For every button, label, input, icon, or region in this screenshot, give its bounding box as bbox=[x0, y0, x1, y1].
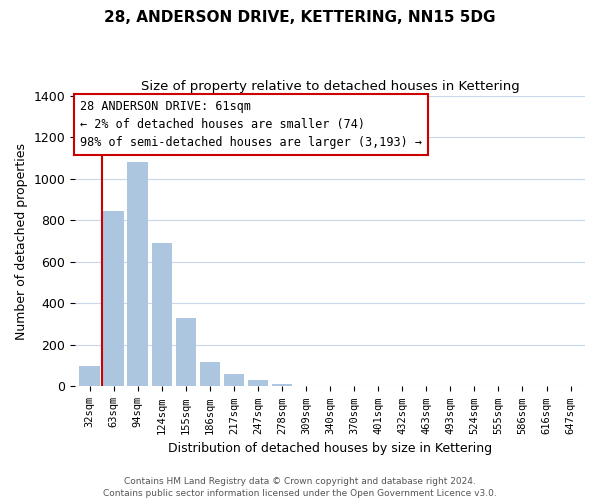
Bar bbox=[152, 243, 172, 386]
Title: Size of property relative to detached houses in Kettering: Size of property relative to detached ho… bbox=[141, 80, 520, 93]
Bar bbox=[272, 384, 292, 386]
Bar bbox=[176, 318, 196, 386]
Text: Contains HM Land Registry data © Crown copyright and database right 2024.
Contai: Contains HM Land Registry data © Crown c… bbox=[103, 476, 497, 498]
X-axis label: Distribution of detached houses by size in Kettering: Distribution of detached houses by size … bbox=[168, 442, 492, 455]
Bar bbox=[79, 366, 100, 386]
Y-axis label: Number of detached properties: Number of detached properties bbox=[15, 142, 28, 340]
Bar bbox=[248, 380, 268, 386]
Text: 28, ANDERSON DRIVE, KETTERING, NN15 5DG: 28, ANDERSON DRIVE, KETTERING, NN15 5DG bbox=[104, 10, 496, 25]
Bar bbox=[103, 211, 124, 386]
Text: 28 ANDERSON DRIVE: 61sqm
← 2% of detached houses are smaller (74)
98% of semi-de: 28 ANDERSON DRIVE: 61sqm ← 2% of detache… bbox=[80, 100, 422, 149]
Bar bbox=[224, 374, 244, 386]
Bar bbox=[200, 362, 220, 386]
Bar bbox=[127, 162, 148, 386]
